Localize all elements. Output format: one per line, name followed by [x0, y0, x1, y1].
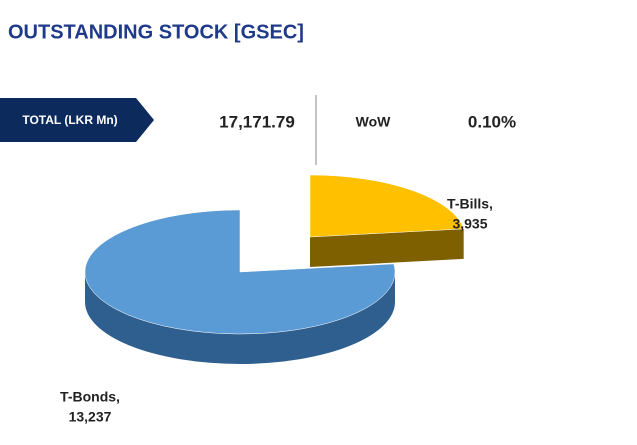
change-value: 0.10%	[468, 112, 516, 131]
total-value: 17,171.79	[219, 112, 295, 131]
slice-label: T-Bonds,	[60, 389, 120, 405]
slice-top	[84, 209, 396, 335]
total-label: TOTAL (LKR Mn)	[22, 113, 117, 127]
total-banner	[0, 98, 154, 142]
slice-cut-face	[310, 228, 464, 267]
change-label: WoW	[356, 114, 392, 130]
slice-value-label: 13,237	[69, 409, 112, 425]
page-title: OUTSTANDING STOCK [GSEC]	[8, 21, 304, 43]
pie-chart	[84, 174, 465, 364]
slice-label: T-Bills,	[447, 196, 493, 212]
slice-wall	[85, 272, 395, 364]
slice-top	[309, 174, 465, 238]
pie-slice	[309, 174, 465, 267]
slice-value-label: 3,935	[452, 216, 487, 232]
pie-slice	[84, 209, 396, 364]
